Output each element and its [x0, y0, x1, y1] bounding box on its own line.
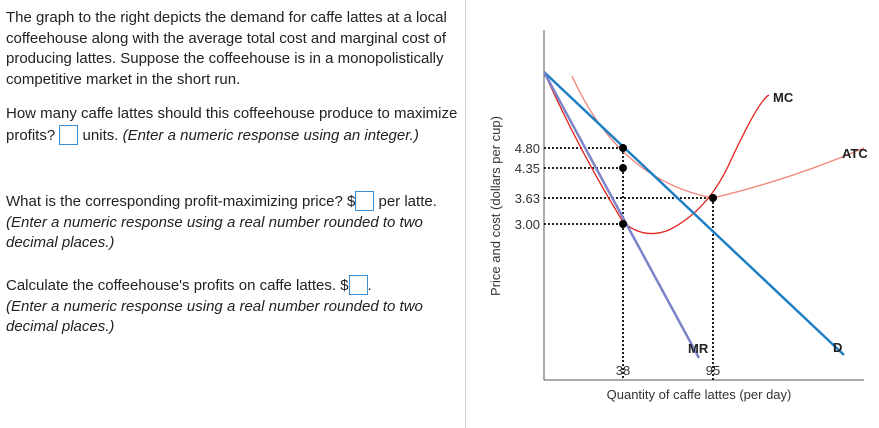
x-tick-38: 38 — [616, 363, 630, 378]
profit-answer-input[interactable] — [348, 275, 368, 295]
mr-curve — [542, 71, 701, 359]
demand-curve — [543, 71, 845, 356]
question-1: How many caffe lattes should this coffee… — [6, 104, 458, 146]
question-2: What is the corresponding profit-maximiz… — [6, 191, 458, 254]
mc-label: MC — [773, 90, 794, 105]
y-tick-363: 3.63 — [515, 191, 540, 206]
y-tick-300: 3.00 — [515, 217, 540, 232]
mc-curve — [543, 71, 770, 235]
question-3-note: (Enter a numeric response using a real n… — [6, 297, 423, 336]
y-tick-435: 4.35 — [515, 161, 540, 176]
question-2-dollar: $ — [346, 193, 356, 210]
point-price — [619, 144, 627, 152]
y-axis-title: Price and cost (dollars per cup) — [488, 116, 503, 296]
question-3-dollar: $ — [340, 277, 349, 294]
atc-label: ATC — [842, 146, 868, 161]
point-mr-mc — [619, 220, 627, 228]
question-2-unit: per latte. — [378, 193, 437, 210]
cost-demand-chart: 4.80 4.35 3.63 3.00 38 95 MC ATC D MR Qu… — [488, 30, 868, 402]
mr-label: MR — [688, 341, 709, 356]
question-panel: The graph to the right depicts the deman… — [6, 9, 458, 338]
x-axis-title: Quantity of caffe lattes (per day) — [607, 387, 792, 402]
question-intro: The graph to the right depicts the deman… — [6, 9, 447, 88]
point-min-atc — [709, 194, 717, 202]
price-answer-input[interactable] — [355, 191, 375, 211]
question-2-text: What is the corresponding profit-maximiz… — [6, 193, 343, 210]
question-2-note: (Enter a numeric response using a real n… — [6, 213, 423, 252]
panel-divider — [465, 0, 466, 428]
point-atc — [619, 164, 627, 172]
demand-label: D — [833, 340, 842, 355]
atc-curve — [571, 75, 865, 199]
question-1-units: units. — [82, 126, 119, 144]
y-tick-480: 4.80 — [515, 141, 540, 156]
question-3: Calculate the coffeehouse's profits on c… — [6, 275, 458, 338]
question-1-note: (Enter a numeric response using an integ… — [122, 126, 419, 144]
question-1-text: How many caffe lattes should this coffee… — [6, 105, 458, 144]
question-3-text: Calculate the coffeehouse's profits on c… — [6, 277, 337, 294]
quantity-answer-input[interactable] — [59, 124, 79, 145]
x-tick-95: 95 — [706, 363, 720, 378]
question-3-period: . — [367, 277, 372, 294]
